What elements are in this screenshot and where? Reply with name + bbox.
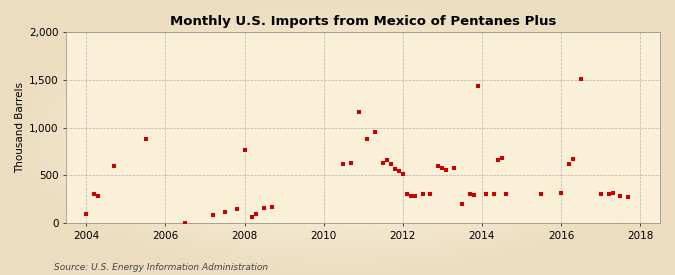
Point bbox=[623, 195, 634, 199]
Point bbox=[92, 194, 103, 199]
Point bbox=[402, 192, 412, 197]
Point bbox=[409, 194, 420, 199]
Text: Source: U.S. Energy Information Administration: Source: U.S. Energy Information Administ… bbox=[54, 263, 268, 272]
Y-axis label: Thousand Barrels: Thousand Barrels bbox=[15, 82, 25, 173]
Point bbox=[607, 191, 618, 196]
Point bbox=[362, 137, 373, 141]
Point bbox=[468, 193, 479, 198]
Point bbox=[417, 192, 428, 197]
Point bbox=[346, 161, 357, 165]
Point bbox=[433, 164, 443, 168]
Point bbox=[615, 194, 626, 199]
Point bbox=[492, 158, 503, 162]
Point bbox=[576, 76, 587, 81]
Point bbox=[394, 168, 404, 173]
Point bbox=[437, 166, 448, 170]
Point bbox=[481, 192, 491, 197]
Point bbox=[464, 192, 475, 197]
Point bbox=[231, 207, 242, 211]
Point bbox=[109, 164, 119, 168]
Point bbox=[500, 192, 511, 197]
Point bbox=[472, 84, 483, 89]
Point bbox=[207, 213, 218, 218]
Point bbox=[595, 192, 606, 197]
Point bbox=[564, 162, 574, 166]
Point bbox=[389, 166, 400, 171]
Point bbox=[140, 137, 151, 141]
Point bbox=[568, 157, 578, 161]
Point bbox=[496, 156, 507, 160]
Point bbox=[239, 148, 250, 153]
Point bbox=[251, 211, 262, 216]
Point bbox=[88, 192, 99, 197]
Point bbox=[536, 192, 547, 197]
Point bbox=[81, 211, 92, 216]
Point bbox=[267, 205, 277, 209]
Point bbox=[219, 210, 230, 214]
Point bbox=[425, 192, 436, 197]
Point bbox=[247, 215, 258, 219]
Point bbox=[180, 221, 190, 225]
Point bbox=[381, 158, 392, 162]
Point bbox=[449, 166, 460, 170]
Point bbox=[385, 162, 396, 166]
Point bbox=[489, 192, 500, 197]
Point bbox=[603, 192, 614, 197]
Point bbox=[398, 172, 408, 177]
Point bbox=[457, 202, 468, 206]
Point bbox=[338, 162, 349, 166]
Point bbox=[441, 167, 452, 172]
Point bbox=[370, 130, 381, 134]
Point bbox=[259, 206, 270, 210]
Point bbox=[556, 191, 566, 196]
Title: Monthly U.S. Imports from Mexico of Pentanes Plus: Monthly U.S. Imports from Mexico of Pent… bbox=[170, 15, 556, 28]
Point bbox=[377, 161, 388, 165]
Point bbox=[405, 194, 416, 199]
Point bbox=[354, 110, 364, 114]
